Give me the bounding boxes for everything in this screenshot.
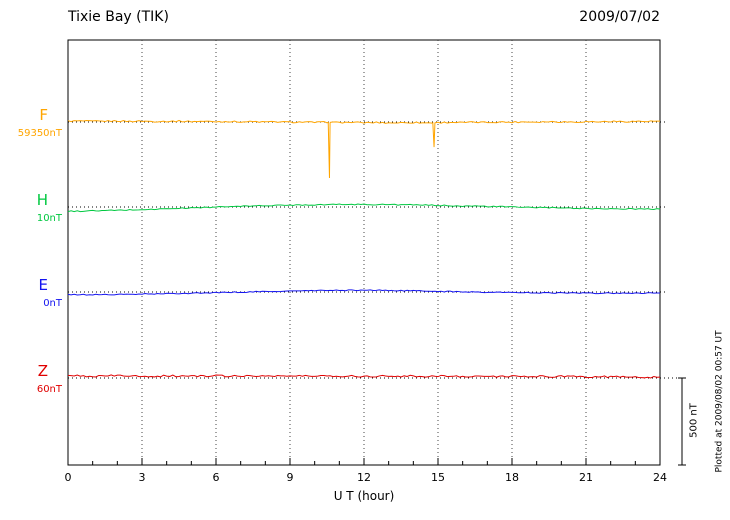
x-tick-label: 15 <box>431 471 445 484</box>
series-baseline-value-F: 59350nT <box>18 128 63 139</box>
series-baseline-value-Z: 60nT <box>37 384 63 395</box>
plot-date: 2009/07/02 <box>579 9 660 25</box>
x-tick-label: 9 <box>287 471 294 484</box>
x-tick-label: 21 <box>579 471 593 484</box>
x-tick-label: 24 <box>653 471 667 484</box>
x-tick-label: 3 <box>139 471 146 484</box>
series-baseline-value-H: 10nT <box>37 213 63 224</box>
trace-E <box>67 289 661 296</box>
scale-bar-label: 500 nT <box>688 403 700 438</box>
series-label-Z: Z <box>38 362 48 380</box>
trace-H <box>67 203 661 213</box>
x-tick-label: 6 <box>213 471 220 484</box>
x-tick-label: 0 <box>65 471 72 484</box>
series-baseline-value-E: 0nT <box>43 298 63 309</box>
station-title: Tixie Bay (TIK) <box>68 9 169 25</box>
series-label-H: H <box>37 191 48 209</box>
x-axis-title: U T (hour) <box>333 489 395 503</box>
plotted-at-note: Plotted at 2009/08/02 00:57 UT <box>714 330 725 473</box>
x-tick-label: 18 <box>505 471 519 484</box>
series-label-F: F <box>39 106 48 124</box>
trace-F <box>67 119 661 179</box>
trace-Z <box>67 374 661 379</box>
x-tick-label: 12 <box>357 471 371 484</box>
series-label-E: E <box>39 276 48 294</box>
